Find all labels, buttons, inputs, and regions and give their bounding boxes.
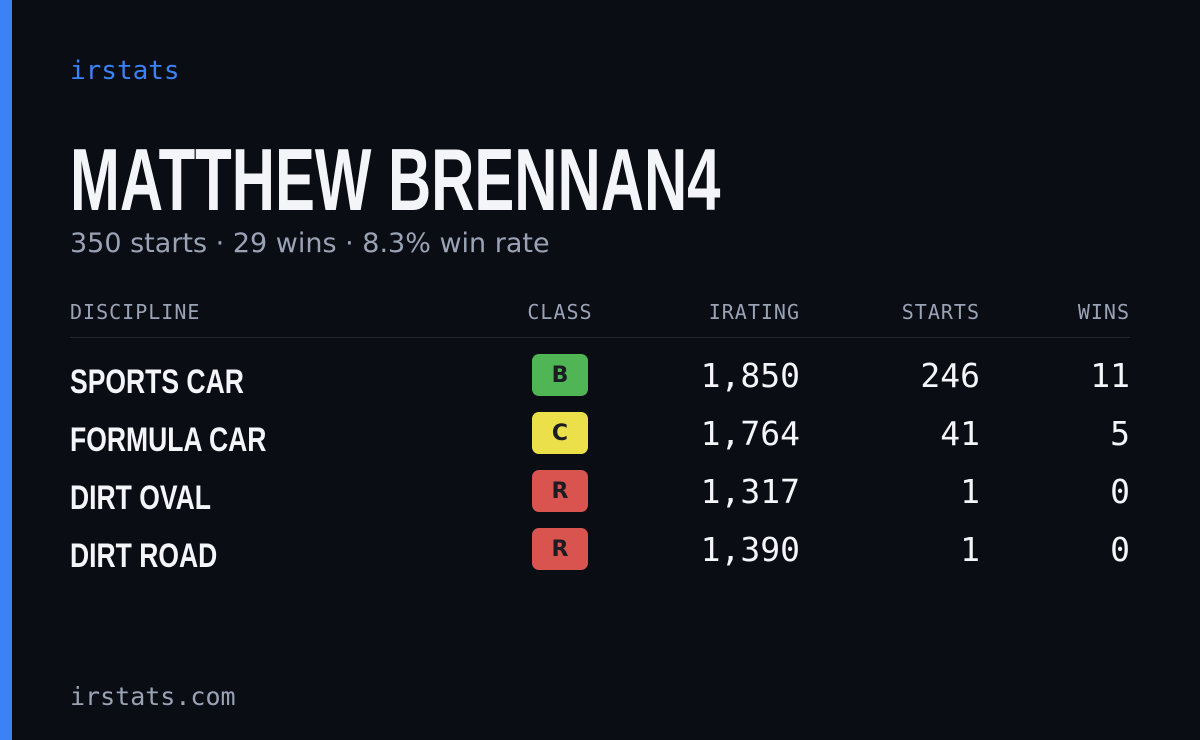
discipline: FORMULA CAR: [70, 421, 267, 459]
brand: irstats: [70, 56, 180, 86]
irating: 1,764: [700, 414, 800, 453]
starts: 41: [940, 414, 980, 453]
irating: 1,850: [700, 356, 800, 395]
starts: 246: [920, 356, 980, 395]
column-header: IRATING: [708, 300, 800, 324]
class-badge: R: [532, 528, 588, 570]
header-rule: [70, 337, 1130, 338]
column-header: STARTS: [901, 300, 980, 324]
profile-summary: 350 starts · 29 wins · 8.3% win rate: [70, 228, 550, 259]
column-header: CLASS: [527, 300, 593, 324]
wins: 5: [1110, 414, 1130, 453]
class-badge: B: [532, 354, 588, 396]
class-badge: R: [532, 470, 588, 512]
footer: irstats.com: [70, 682, 236, 711]
starts: 1: [960, 472, 980, 511]
wins: 11: [1090, 356, 1130, 395]
accent-strip: [0, 0, 12, 740]
column-header: WINS: [1077, 300, 1130, 324]
discipline: DIRT ROAD: [70, 537, 218, 575]
discipline: DIRT OVAL: [70, 479, 211, 517]
starts: 1: [960, 530, 980, 569]
wins: 0: [1110, 472, 1130, 511]
irating: 1,317: [700, 472, 800, 511]
class-badge: C: [532, 412, 588, 454]
wins: 0: [1110, 530, 1130, 569]
discipline: SPORTS CAR: [70, 363, 244, 401]
profile-name: MATTHEW BRENNAN4: [70, 130, 721, 229]
column-header: DISCIPLINE: [70, 300, 201, 324]
irating: 1,390: [700, 530, 800, 569]
